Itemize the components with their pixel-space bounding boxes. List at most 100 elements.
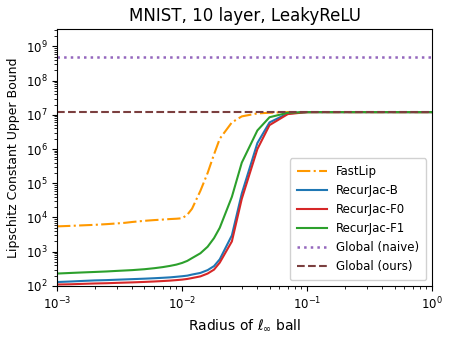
RecurJac-B bbox=[114, 278, 119, 282]
RecurJac-B bbox=[239, 191, 244, 196]
Legend: FastLip, RecurJac-B, RecurJac-F0, RecurJac-F1, Global (naive), Global (ours): FastLip, RecurJac-B, RecurJac-F0, RecurJ… bbox=[290, 158, 426, 280]
RecurJac-B bbox=[130, 277, 135, 281]
RecurJac-F1 bbox=[180, 261, 185, 265]
RecurJac-B bbox=[305, 110, 310, 114]
RecurJac-F1 bbox=[342, 110, 347, 114]
RecurJac-F1 bbox=[104, 269, 109, 273]
FastLip bbox=[114, 221, 119, 225]
RecurJac-F0 bbox=[160, 279, 166, 283]
RecurJac-F1 bbox=[229, 195, 234, 199]
RecurJac-F1 bbox=[198, 251, 203, 255]
FastLip bbox=[305, 110, 310, 114]
RecurJac-F0 bbox=[104, 281, 109, 285]
RecurJac-F0 bbox=[205, 272, 210, 276]
RecurJac-F1 bbox=[285, 111, 291, 115]
FastLip bbox=[267, 111, 272, 115]
FastLip bbox=[217, 137, 222, 141]
RecurJac-B bbox=[104, 278, 109, 282]
RecurJac-B bbox=[198, 271, 203, 275]
RecurJac-F1 bbox=[189, 256, 195, 260]
FastLip bbox=[285, 110, 291, 114]
RecurJac-B bbox=[54, 280, 60, 284]
FastLip bbox=[184, 213, 190, 217]
FastLip bbox=[80, 223, 86, 227]
FastLip bbox=[142, 219, 147, 223]
RecurJac-F1 bbox=[205, 245, 210, 249]
RecurJac-B bbox=[174, 275, 179, 279]
RecurJac-F0 bbox=[429, 110, 435, 114]
Line: RecurJac-F0: RecurJac-F0 bbox=[57, 112, 432, 285]
RecurJac-F0 bbox=[229, 239, 234, 243]
FastLip bbox=[239, 114, 244, 118]
FastLip bbox=[54, 224, 60, 228]
FastLip bbox=[205, 171, 210, 175]
RecurJac-F0 bbox=[217, 260, 222, 265]
RecurJac-F0 bbox=[342, 110, 347, 114]
FastLip bbox=[255, 112, 260, 116]
RecurJac-F0 bbox=[68, 282, 74, 286]
RecurJac-F0 bbox=[305, 110, 310, 114]
RecurJac-F1 bbox=[392, 110, 397, 114]
RecurJac-F1 bbox=[54, 272, 60, 276]
FastLip bbox=[167, 217, 173, 221]
RecurJac-F0 bbox=[255, 147, 260, 151]
FastLip bbox=[68, 224, 74, 228]
RecurJac-F0 bbox=[54, 283, 60, 287]
RecurJac-F1 bbox=[217, 226, 222, 230]
RecurJac-F1 bbox=[174, 262, 179, 267]
RecurJac-F0 bbox=[189, 276, 195, 280]
FastLip bbox=[160, 218, 166, 222]
RecurJac-F1 bbox=[114, 269, 119, 273]
FastLip bbox=[429, 110, 435, 114]
FastLip bbox=[342, 110, 347, 114]
Line: RecurJac-B: RecurJac-B bbox=[57, 112, 432, 282]
RecurJac-F0 bbox=[130, 280, 135, 285]
FastLip bbox=[212, 152, 217, 156]
RecurJac-B bbox=[142, 277, 147, 281]
RecurJac-F0 bbox=[114, 281, 119, 285]
RecurJac-F0 bbox=[152, 279, 157, 284]
RecurJac-B bbox=[267, 120, 272, 124]
FastLip bbox=[229, 120, 234, 124]
RecurJac-F0 bbox=[239, 197, 244, 201]
RecurJac-F0 bbox=[180, 277, 185, 282]
RecurJac-B bbox=[342, 110, 347, 114]
RecurJac-B bbox=[392, 110, 397, 114]
RecurJac-F1 bbox=[92, 270, 97, 274]
FastLip bbox=[130, 220, 135, 224]
RecurJac-F1 bbox=[239, 160, 244, 165]
FastLip bbox=[92, 223, 97, 227]
Y-axis label: Lipschitz Constant Upper Bound: Lipschitz Constant Upper Bound bbox=[7, 57, 20, 258]
FastLip bbox=[104, 222, 109, 226]
RecurJac-B bbox=[429, 110, 435, 114]
Line: FastLip: FastLip bbox=[57, 112, 432, 226]
RecurJac-F1 bbox=[80, 270, 86, 274]
FastLip bbox=[174, 217, 179, 221]
RecurJac-F0 bbox=[184, 277, 190, 281]
RecurJac-B bbox=[217, 257, 222, 261]
RecurJac-B bbox=[160, 276, 166, 280]
RecurJac-F1 bbox=[160, 265, 166, 269]
RecurJac-B bbox=[212, 264, 217, 268]
Title: MNIST, 10 layer, LeakyReLU: MNIST, 10 layer, LeakyReLU bbox=[129, 7, 360, 25]
FastLip bbox=[189, 207, 195, 211]
RecurJac-B bbox=[167, 275, 173, 279]
RecurJac-F0 bbox=[392, 110, 397, 114]
FastLip bbox=[152, 218, 157, 222]
RecurJac-B bbox=[205, 268, 210, 272]
RecurJac-B bbox=[92, 278, 97, 283]
FastLip bbox=[122, 221, 128, 225]
RecurJac-F1 bbox=[68, 271, 74, 275]
RecurJac-F1 bbox=[255, 129, 260, 133]
RecurJac-B bbox=[152, 276, 157, 280]
RecurJac-F0 bbox=[212, 268, 217, 272]
RecurJac-F1 bbox=[305, 110, 310, 114]
RecurJac-F0 bbox=[174, 278, 179, 282]
RecurJac-F0 bbox=[267, 123, 272, 127]
RecurJac-F1 bbox=[184, 259, 190, 263]
RecurJac-F0 bbox=[167, 278, 173, 283]
FastLip bbox=[180, 216, 185, 220]
RecurJac-B bbox=[189, 273, 195, 277]
Line: RecurJac-F1: RecurJac-F1 bbox=[57, 112, 432, 274]
RecurJac-F1 bbox=[142, 267, 147, 271]
